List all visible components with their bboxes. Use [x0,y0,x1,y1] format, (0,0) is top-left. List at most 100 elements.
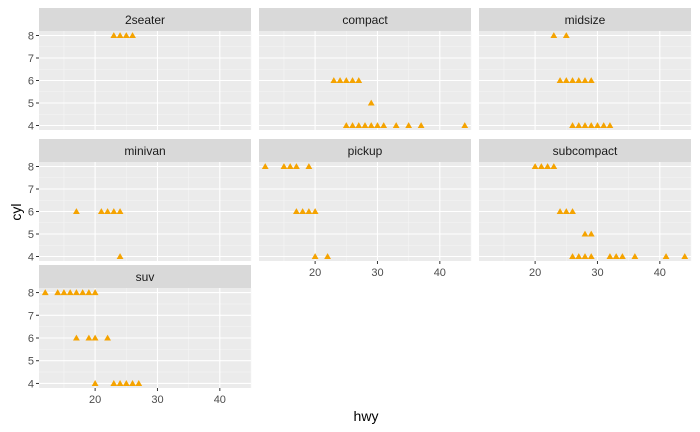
x-tick-label: 40 [654,267,666,279]
data-point [85,334,93,341]
data-point [293,208,300,215]
data-point [594,122,601,129]
data-point [562,77,570,84]
x-tick-label: 40 [434,267,446,279]
facet-strip [39,139,251,162]
data-point [587,253,595,260]
data-point [261,163,269,170]
data-point [135,380,143,387]
facet-strip-label: compact [342,13,388,27]
facet-panel-pickup: pickup 20 30 40 [259,139,472,279]
data-point [606,122,614,129]
data-point [562,32,570,39]
y-tick-label: 4 [28,121,34,133]
data-point [324,253,331,260]
data-point [581,253,589,260]
data-point [116,253,124,260]
facet-panel-minivan: minivan 4 5 6 7 8 [28,139,252,264]
data-point [569,253,576,260]
data-point [550,32,558,39]
y-tick-label: 4 [28,378,34,390]
data-point [367,99,375,106]
data-point [537,163,545,170]
data-point [575,122,583,129]
data-point [550,163,558,170]
data-point [531,163,539,170]
data-point [556,208,564,215]
data-point [600,122,608,129]
facet-strip [39,265,251,288]
data-point [91,334,99,341]
data-point [104,208,111,215]
data-point [581,230,589,237]
data-point [66,289,74,296]
data-point [73,208,80,215]
data-point [612,253,620,260]
data-point [286,163,294,170]
data-point [587,122,595,129]
x-tick-label: 30 [591,267,603,279]
y-tick-label: 7 [28,184,34,196]
data-point [330,77,338,84]
data-point [355,122,363,129]
data-point [336,77,344,84]
data-point [392,122,400,129]
data-point [681,253,689,260]
data-point [380,122,388,129]
facet-panel-compact: compact [259,8,472,130]
facet-strip-label: subcompact [553,144,618,158]
data-point [575,253,583,260]
data-point [116,32,124,39]
data-point [299,208,307,215]
data-point [73,334,80,341]
data-point [110,32,118,39]
data-point [575,77,583,84]
y-tick-label: 6 [28,333,34,345]
data-point [606,253,614,260]
facet-strip [479,139,691,162]
data-point [97,208,105,215]
data-point [342,77,350,84]
data-point [349,77,356,84]
data-point [41,289,49,296]
data-point [562,208,570,215]
data-point [544,163,551,170]
y-axis-title: cyl [8,203,24,220]
data-point [342,122,350,129]
facet-strip [479,8,691,31]
data-point [361,122,369,129]
x-tick-label: 20 [309,267,321,279]
data-point [122,380,130,387]
facet-strip-label: pickup [348,144,383,158]
data-point [104,334,111,341]
data-point [129,380,136,387]
data-point [569,122,576,129]
y-tick-label: 5 [28,229,34,241]
data-point [355,77,363,84]
facet-strip-label: 2seater [125,13,165,27]
data-point [569,77,576,84]
data-point [116,380,124,387]
data-point [122,32,130,39]
facet-strip-label: suv [136,270,155,284]
data-point [556,77,564,84]
x-tick-label: 30 [371,267,383,279]
data-point [79,289,87,296]
y-tick-label: 7 [28,310,34,322]
data-point [54,289,62,296]
y-tick-label: 4 [28,252,34,264]
data-point [405,122,413,129]
data-point [110,208,118,215]
x-tick-label: 30 [151,394,163,406]
facet-strip [39,8,251,31]
x-tick-label: 40 [214,394,226,406]
facet-strip [259,139,471,162]
data-point [110,380,118,387]
data-point [305,163,313,170]
x-axis-title: hwy [354,408,379,424]
data-point [280,163,288,170]
data-point [129,32,136,39]
facet-strip-label: midsize [565,13,606,27]
data-point [73,289,80,296]
